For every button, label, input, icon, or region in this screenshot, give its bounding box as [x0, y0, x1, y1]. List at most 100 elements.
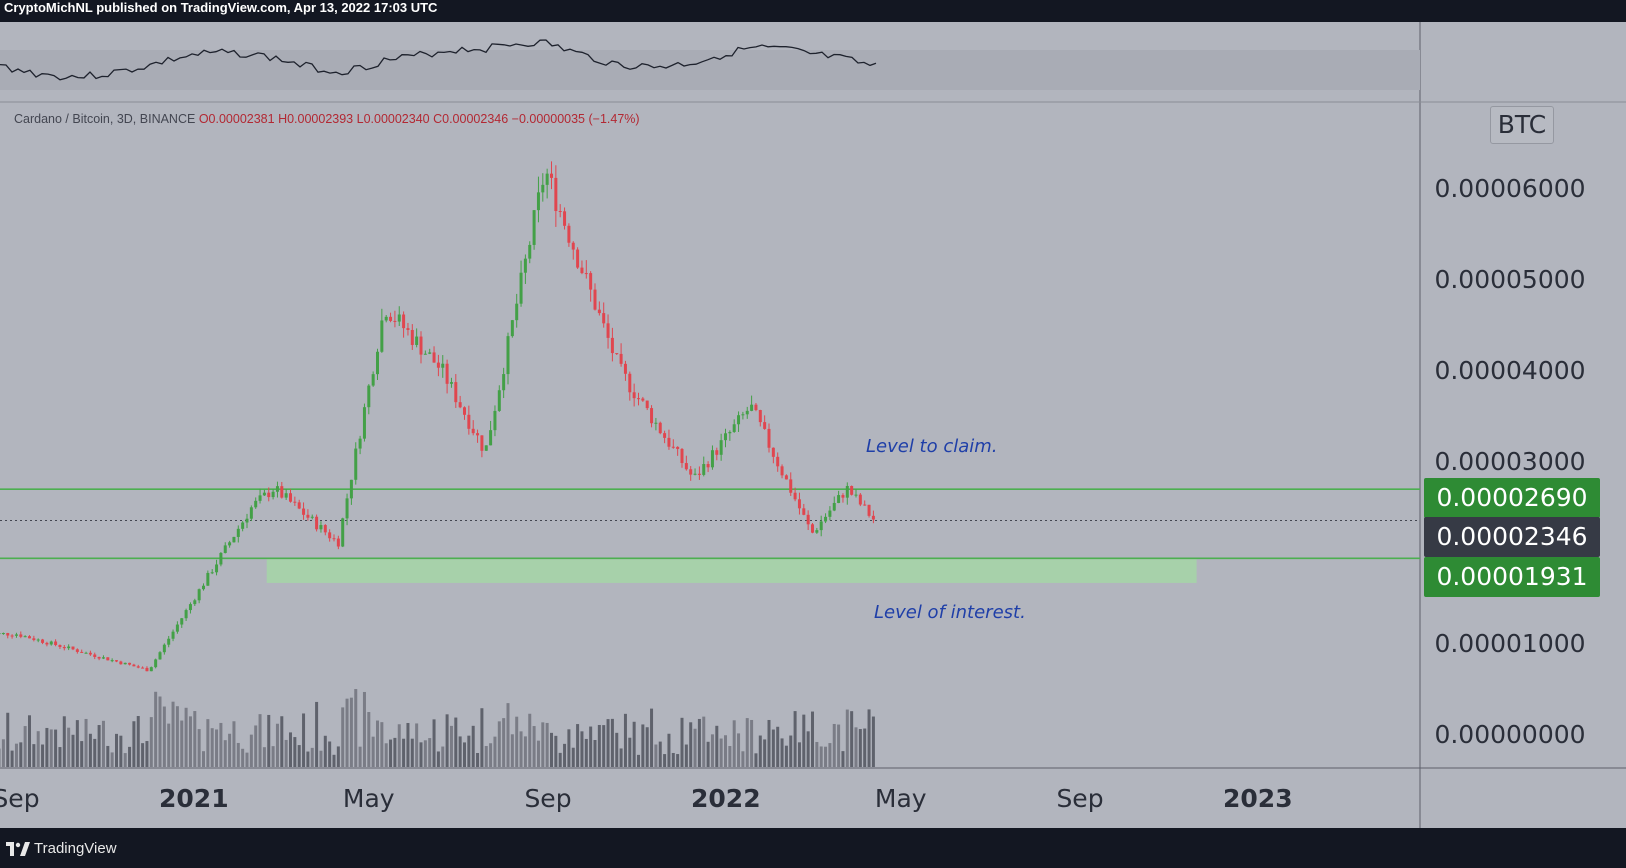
volume-bar — [645, 727, 649, 767]
candle-body — [67, 646, 71, 649]
volume-bar — [502, 718, 506, 767]
tradingview-logo[interactable]: TradingView — [6, 840, 117, 857]
volume-bar — [306, 751, 310, 767]
candle-body — [589, 273, 593, 290]
candle-body — [101, 657, 105, 659]
candle-body — [497, 390, 501, 411]
candle-body — [658, 422, 662, 434]
volume-bar — [389, 739, 393, 767]
symbol-legend: Cardano / Bitcoin, 3D, BINANCE O0.000023… — [14, 112, 640, 126]
volume-bar — [710, 734, 714, 767]
candle-body — [632, 392, 636, 399]
publisher-text: CryptoMichNL published on TradingView.co… — [4, 0, 438, 15]
volume-bar — [323, 735, 327, 767]
volume-bar — [567, 729, 571, 767]
volume-bar — [519, 731, 523, 767]
candle-body — [484, 445, 488, 451]
candle-body — [867, 504, 871, 516]
candle-body — [97, 656, 101, 659]
volume-bar — [67, 727, 71, 767]
candle-body — [319, 525, 323, 530]
candle-body — [19, 634, 23, 637]
volume-bar — [589, 726, 593, 767]
candle-body — [406, 328, 410, 330]
volume-bar — [650, 708, 654, 767]
candle-body — [289, 493, 292, 502]
candle-body — [719, 440, 723, 455]
volume-bar — [141, 743, 145, 767]
candle-body — [776, 456, 780, 467]
candle-body — [393, 320, 397, 322]
candle-body — [136, 666, 140, 668]
candle-body — [510, 320, 514, 337]
volume-bar — [202, 751, 205, 767]
volume-bar — [358, 746, 362, 767]
candle-body — [841, 495, 845, 498]
volume-bar — [293, 737, 297, 767]
candle-body — [23, 636, 27, 638]
chart-area[interactable]: 0.00006000 0.00005000 0.00004000 0.00003000… — [0, 22, 1626, 828]
candle-body — [223, 545, 227, 553]
candle-body — [306, 514, 310, 518]
x-tick-label: Sep — [0, 784, 40, 813]
volume-bar — [371, 736, 375, 767]
volume-bar — [132, 721, 136, 767]
candle-body — [245, 518, 249, 523]
candle-body — [262, 492, 266, 496]
volume-bar — [341, 707, 345, 767]
candle-body — [502, 374, 506, 391]
candle-body — [119, 661, 123, 665]
candle-body — [454, 382, 458, 403]
volume-bar — [271, 746, 275, 767]
x-tick-label: 2021 — [159, 784, 229, 813]
volume-bar — [110, 752, 114, 767]
volume-bar — [467, 735, 471, 767]
candle-body — [737, 415, 741, 425]
volume-bar — [162, 706, 166, 767]
tradingview-logo-icon — [6, 841, 30, 856]
support-price-tag: 0.00001931 — [1424, 557, 1600, 597]
candle-body — [824, 516, 828, 522]
volume-bar — [410, 738, 414, 767]
volume-bar — [406, 722, 410, 767]
footer-bar: TradingView — [0, 828, 1626, 868]
candle-body — [28, 636, 31, 639]
volume-bar — [802, 714, 806, 767]
volume-bar — [23, 726, 27, 767]
volume-bar — [637, 754, 640, 767]
volume-bar — [310, 747, 314, 767]
candle-body — [667, 437, 671, 447]
candle-body — [845, 485, 849, 498]
volume-bar — [441, 746, 445, 767]
candle-body — [832, 502, 836, 511]
candle-body — [593, 289, 597, 310]
candle-body — [336, 538, 340, 547]
volume-bar — [832, 723, 836, 767]
resistance-price-tag: 0.00002690 — [1424, 478, 1600, 518]
volume-bar — [136, 716, 140, 767]
volume-bar — [767, 719, 771, 767]
volume-bar — [632, 721, 636, 767]
y-tick-label: 0.00006000 — [1434, 174, 1585, 203]
candle-body — [837, 495, 841, 503]
volume-bar — [267, 714, 271, 767]
y-tick-label: 0.00000000 — [1434, 720, 1585, 749]
volume-bar — [188, 716, 192, 767]
currency-button[interactable]: BTC — [1490, 106, 1554, 144]
candle-body — [88, 652, 92, 655]
volume-bar — [28, 715, 31, 767]
x-tick-label: May — [343, 784, 395, 813]
candle-body — [6, 633, 10, 636]
volume-bar — [671, 752, 675, 767]
volume-bar — [571, 747, 575, 767]
volume-bar — [84, 718, 88, 767]
candle-body — [615, 353, 619, 355]
candle-body — [358, 438, 362, 449]
candle-body — [1, 633, 5, 635]
chart-svg[interactable]: 0.00006000 0.00005000 0.00004000 0.00003000… — [0, 22, 1626, 828]
volume-bar — [236, 742, 240, 767]
candle-body — [702, 464, 706, 475]
candle-body — [771, 447, 775, 457]
publish-header: CryptoMichNL published on TradingView.co… — [0, 0, 1626, 22]
volume-bar — [697, 718, 701, 767]
